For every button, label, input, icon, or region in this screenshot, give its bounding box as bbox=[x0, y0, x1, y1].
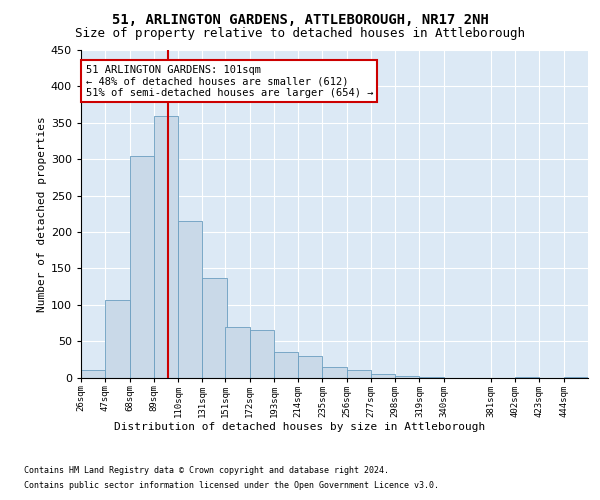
Y-axis label: Number of detached properties: Number of detached properties bbox=[37, 116, 47, 312]
Bar bbox=[250, 330, 274, 378]
Bar bbox=[274, 352, 298, 378]
Bar bbox=[419, 377, 443, 378]
Text: Contains HM Land Registry data © Crown copyright and database right 2024.: Contains HM Land Registry data © Crown c… bbox=[24, 466, 389, 475]
Text: Distribution of detached houses by size in Attleborough: Distribution of detached houses by size … bbox=[115, 422, 485, 432]
Bar bbox=[347, 370, 371, 378]
Bar bbox=[298, 356, 322, 378]
Bar bbox=[105, 300, 130, 378]
Bar bbox=[564, 377, 588, 378]
Bar bbox=[81, 370, 105, 378]
Bar bbox=[395, 376, 419, 378]
Text: 51 ARLINGTON GARDENS: 101sqm
← 48% of detached houses are smaller (612)
51% of s: 51 ARLINGTON GARDENS: 101sqm ← 48% of de… bbox=[86, 64, 373, 98]
Bar bbox=[371, 374, 395, 378]
Bar bbox=[178, 221, 202, 378]
Bar bbox=[130, 156, 154, 378]
Bar bbox=[154, 116, 178, 378]
Bar bbox=[202, 278, 227, 378]
Bar bbox=[322, 366, 347, 378]
Bar bbox=[226, 326, 250, 378]
Text: 51, ARLINGTON GARDENS, ATTLEBOROUGH, NR17 2NH: 51, ARLINGTON GARDENS, ATTLEBOROUGH, NR1… bbox=[112, 12, 488, 26]
Bar bbox=[515, 377, 539, 378]
Text: Contains public sector information licensed under the Open Government Licence v3: Contains public sector information licen… bbox=[24, 481, 439, 490]
Text: Size of property relative to detached houses in Attleborough: Size of property relative to detached ho… bbox=[75, 28, 525, 40]
